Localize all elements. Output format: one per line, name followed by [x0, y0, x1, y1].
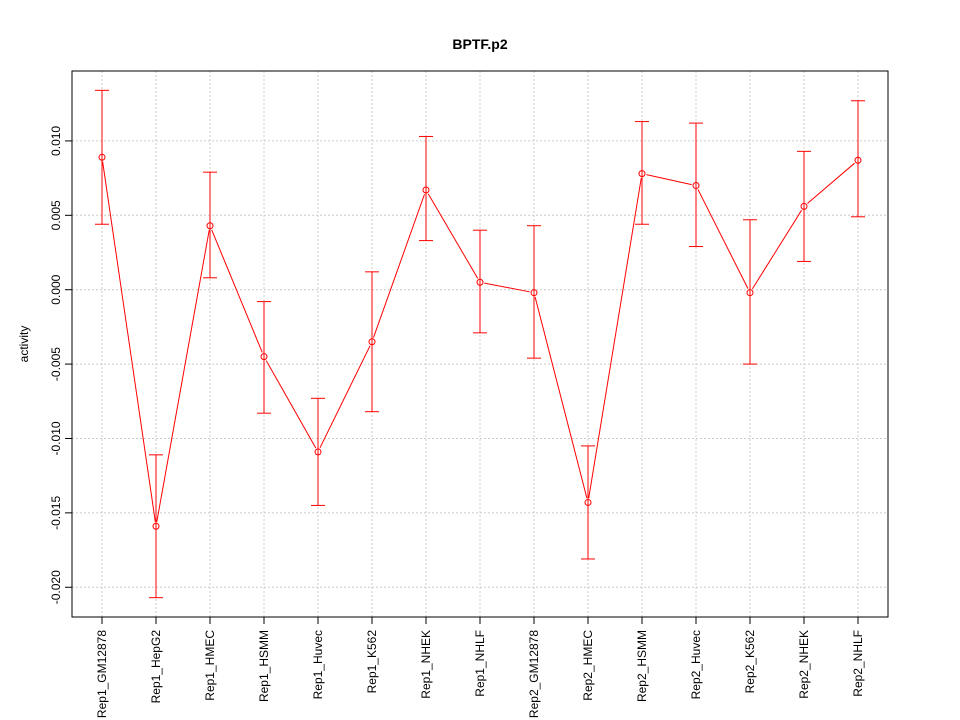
x-tick-label: Rep2_HMEC	[581, 630, 595, 701]
error-bars	[95, 89, 865, 599]
data-point	[692, 182, 700, 190]
data-point	[422, 186, 430, 194]
data-point	[746, 289, 754, 297]
data-point	[206, 222, 214, 230]
y-axis: 0.010 0.005 0.000 -0.005 -0.010 -0.015 -0.020	[49, 126, 72, 604]
series-line-segment	[156, 230, 210, 522]
x-tick-label: Rep1_NHEK	[419, 630, 433, 699]
data-point	[854, 156, 862, 164]
y-axis-label: activity	[17, 326, 31, 363]
data-point	[638, 170, 646, 178]
x-tick-label: Rep2_NHLF	[851, 630, 865, 697]
y-tick-label: -0.015	[49, 496, 63, 530]
chart-title: BPTF.p2	[452, 36, 507, 52]
data-point	[98, 153, 106, 161]
series-line-segment	[373, 194, 425, 338]
series-line-segment	[588, 178, 642, 499]
series-line-segment	[646, 174, 692, 186]
x-tick-label: Rep2_NHEK	[797, 630, 811, 699]
y-tick-label: -0.010	[49, 421, 63, 455]
x-tick-label: Rep1_HepG2	[149, 630, 163, 704]
x-tick-label: Rep2_K562	[743, 630, 757, 694]
series-line-segment	[102, 161, 156, 522]
y-tick-label: 0.010	[49, 126, 63, 156]
x-tick-label: Rep1_HSMM	[257, 630, 271, 702]
data-point	[530, 289, 538, 297]
grid	[72, 71, 888, 617]
x-tick-label: Rep1_K562	[365, 630, 379, 694]
series	[98, 153, 862, 530]
data-point	[584, 498, 592, 506]
x-tick-label: Rep1_Huvec	[311, 630, 325, 699]
data-point	[152, 522, 160, 530]
series-line-segment	[534, 296, 588, 499]
x-tick-label: Rep2_HSMM	[635, 630, 649, 702]
series-line-segment	[211, 229, 263, 353]
x-tick-label: Rep1_NHLF	[473, 630, 487, 697]
data-point	[314, 448, 322, 456]
y-tick-label: -0.005	[49, 347, 63, 381]
x-tick-label: Rep2_GM12878	[527, 630, 541, 718]
series-line-segment	[484, 282, 530, 293]
series-line-segment	[319, 345, 371, 449]
x-tick-label: Rep1_HMEC	[203, 630, 217, 701]
data-point	[368, 338, 376, 346]
y-tick-label: -0.020	[49, 570, 63, 604]
series-line-segment	[265, 360, 317, 449]
x-tick-label: Rep1_GM12878	[95, 630, 109, 718]
series-line-segment	[697, 189, 749, 289]
data-point	[260, 353, 268, 361]
series-line-segment	[751, 209, 803, 290]
data-point	[476, 278, 484, 286]
x-axis: Rep1_GM12878 Rep1_HepG2 Rep1_HMEC Rep1_HSMM…	[95, 617, 865, 718]
y-tick-label: 0.005	[49, 200, 63, 230]
x-tick-label: Rep2_Huvec	[689, 630, 703, 699]
data-point	[800, 202, 808, 210]
series-line-segment	[807, 162, 855, 204]
y-tick-label: 0.000	[49, 274, 63, 304]
series-line-segment	[427, 193, 479, 279]
